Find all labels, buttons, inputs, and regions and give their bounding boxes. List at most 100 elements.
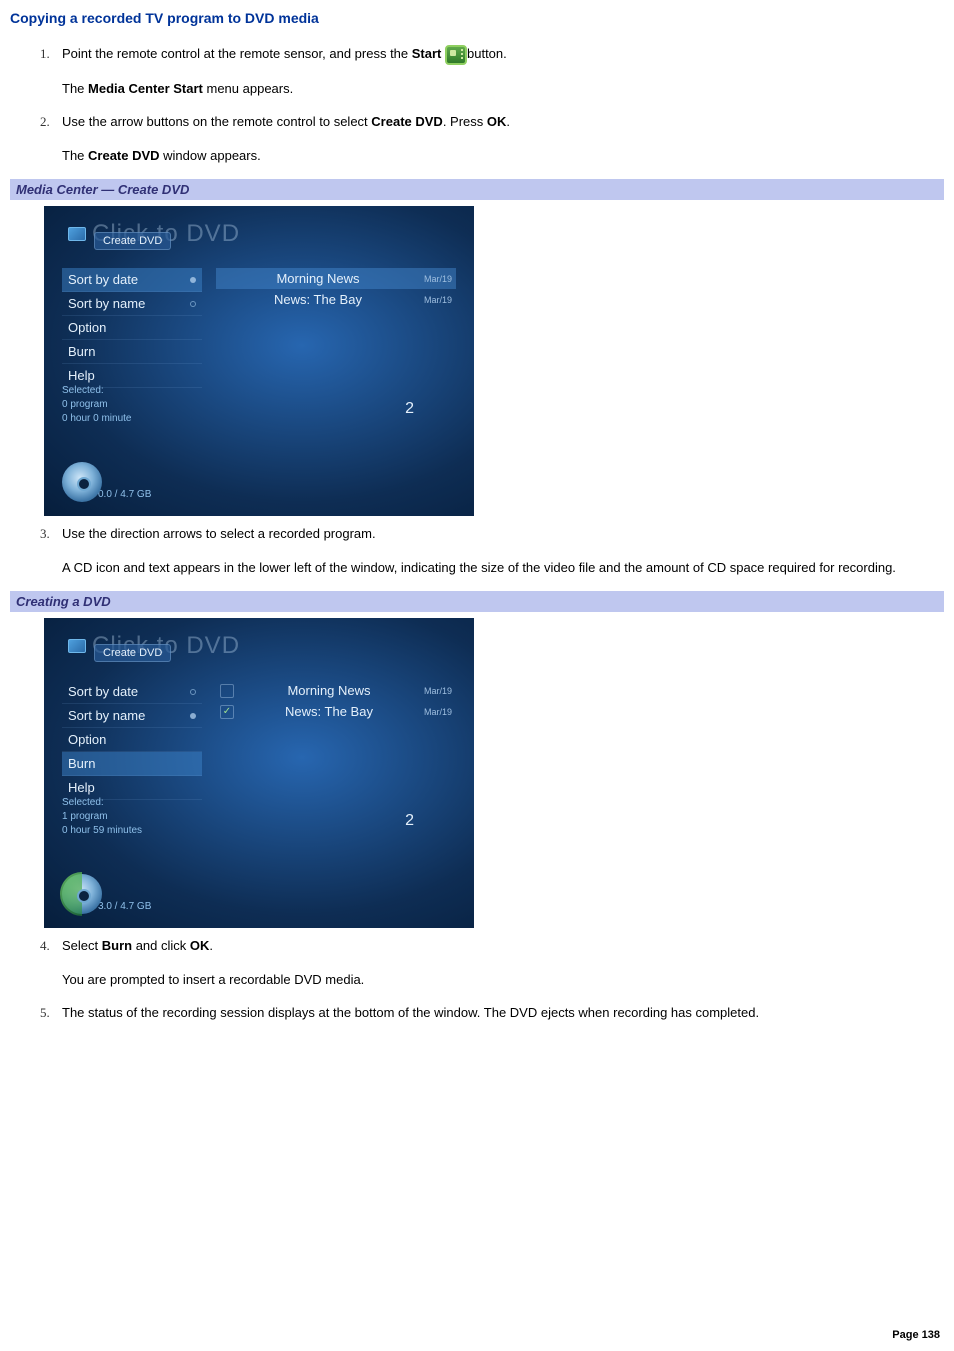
text: The [62, 81, 88, 96]
page-number: Page 138 [892, 1329, 940, 1341]
program-date: Mar/19 [424, 707, 452, 717]
section-bar-creating-dvd: Creating a DVD [10, 591, 944, 612]
step-4: 4. Select Burn and click OK. You are pro… [40, 936, 944, 989]
program-list: Morning News Mar/19 ✓ News: The Bay Mar/… [216, 680, 456, 800]
step-number: 4. [40, 936, 50, 956]
bold-create-dvd: Create DVD [88, 148, 160, 163]
text: You are prompted to insert a recordable … [62, 970, 944, 990]
media-center-screenshot-1: Click to DVD Create DVD Sort by date Sor… [44, 206, 474, 516]
list-item[interactable]: Morning News Mar/19 [216, 680, 456, 701]
windows-flag-icon [68, 227, 86, 241]
text: button. [467, 46, 507, 61]
sidebar-item-option[interactable]: Option [62, 316, 202, 340]
sidebar-item-sort-by-date[interactable]: Sort by date [62, 268, 202, 292]
program-date: Mar/19 [424, 274, 452, 284]
bold-burn: Burn [102, 938, 132, 953]
text: The status of the recording session disp… [62, 1003, 944, 1023]
text: Use the direction arrows to select a rec… [62, 524, 944, 544]
section-bar-media-center: Media Center — Create DVD [10, 179, 944, 200]
checkbox-icon[interactable]: ✓ [220, 705, 234, 719]
sidebar-label: Option [68, 320, 106, 335]
step-number: 5. [40, 1003, 50, 1023]
text: . [506, 114, 510, 129]
selection-status: Selected: 1 program 0 hour 59 minutes [62, 796, 142, 838]
bold-ok: OK [487, 114, 507, 129]
program-title: News: The Bay [220, 292, 416, 307]
program-title: Morning News [242, 683, 416, 698]
breadcrumb-pill: Create DVD [94, 644, 171, 662]
status-line: 0 hour 59 minutes [62, 824, 142, 838]
program-date: Mar/19 [424, 295, 452, 305]
text: The [62, 148, 88, 163]
dot-icon [190, 277, 196, 283]
step-3: 3. Use the direction arrows to select a … [40, 524, 944, 577]
list-count: 2 [405, 400, 414, 418]
sidebar-item-sort-by-date[interactable]: Sort by date [62, 680, 202, 704]
windows-flag-icon [68, 639, 86, 653]
step-1: 1. Point the remote control at the remot… [40, 44, 944, 98]
dot-icon [190, 689, 196, 695]
list-item[interactable]: News: The Bay Mar/19 [216, 289, 456, 310]
step-number: 2. [40, 112, 50, 132]
disc-indicator: 0.0 / 4.7 GB [62, 462, 151, 502]
step-2: 2. Use the arrow buttons on the remote c… [40, 112, 944, 165]
status-line: Selected: [62, 796, 142, 810]
disc-icon [62, 462, 102, 502]
bold-start: Start [412, 46, 442, 61]
list-count: 2 [405, 812, 414, 830]
text: window appears. [160, 148, 261, 163]
media-center-screenshot-2: Click to DVD Create DVD Sort by date Sor… [44, 618, 474, 928]
selection-status: Selected: 0 program 0 hour 0 minute [62, 384, 132, 426]
text: . [209, 938, 213, 953]
sidebar-label: Sort by name [68, 296, 145, 311]
program-title: Morning News [220, 271, 416, 286]
status-line: Selected: [62, 384, 132, 398]
sidebar: Sort by date Sort by name Option Burn He… [62, 680, 202, 800]
sidebar-label: Burn [68, 344, 95, 359]
sidebar-item-sort-by-name[interactable]: Sort by name [62, 292, 202, 316]
step-number: 1. [40, 44, 50, 64]
instruction-list: 3. Use the direction arrows to select a … [10, 524, 944, 577]
sidebar-item-burn[interactable]: Burn [62, 752, 202, 776]
page-heading: Copying a recorded TV program to DVD med… [10, 10, 944, 26]
status-line: 1 program [62, 810, 142, 824]
text: Use the arrow buttons on the remote cont… [62, 114, 371, 129]
bold-ok: OK [190, 938, 210, 953]
sidebar-label: Sort by date [68, 272, 138, 287]
disc-indicator: 3.0 / 4.7 GB [62, 874, 151, 914]
list-item[interactable]: ✓ News: The Bay Mar/19 [216, 701, 456, 722]
instruction-list: 4. Select Burn and click OK. You are pro… [10, 936, 944, 1023]
dot-icon [190, 713, 196, 719]
status-line: 0 hour 0 minute [62, 412, 132, 426]
bold-media-center-start: Media Center Start [88, 81, 203, 96]
sidebar: Sort by date Sort by name Option Burn He… [62, 268, 202, 388]
program-title: News: The Bay [242, 704, 416, 719]
list-item[interactable]: Morning News Mar/19 [216, 268, 456, 289]
sidebar-item-burn[interactable]: Burn [62, 340, 202, 364]
breadcrumb-pill: Create DVD [94, 232, 171, 250]
checkbox-icon[interactable] [220, 684, 234, 698]
disc-size-label: 3.0 / 4.7 GB [98, 901, 151, 912]
program-date: Mar/19 [424, 686, 452, 696]
sidebar-item-option[interactable]: Option [62, 728, 202, 752]
text: . Press [443, 114, 487, 129]
disc-size-label: 0.0 / 4.7 GB [98, 489, 151, 500]
step-number: 3. [40, 524, 50, 544]
sidebar-item-sort-by-name[interactable]: Sort by name [62, 704, 202, 728]
instruction-list: 1. Point the remote control at the remot… [10, 44, 944, 165]
sidebar-label: Burn [68, 756, 95, 771]
text: A CD icon and text appears in the lower … [62, 558, 944, 578]
dot-icon [190, 301, 196, 307]
program-list: Morning News Mar/19 News: The Bay Mar/19 [216, 268, 456, 388]
text: menu appears. [203, 81, 293, 96]
text: Select [62, 938, 102, 953]
status-line: 0 program [62, 398, 132, 412]
start-icon [445, 45, 467, 65]
step-5: 5. The status of the recording session d… [40, 1003, 944, 1023]
sidebar-label: Help [68, 368, 95, 383]
sidebar-label: Sort by date [68, 684, 138, 699]
sidebar-label: Sort by name [68, 708, 145, 723]
sidebar-label: Option [68, 732, 106, 747]
sidebar-label: Help [68, 780, 95, 795]
text: and click [132, 938, 190, 953]
